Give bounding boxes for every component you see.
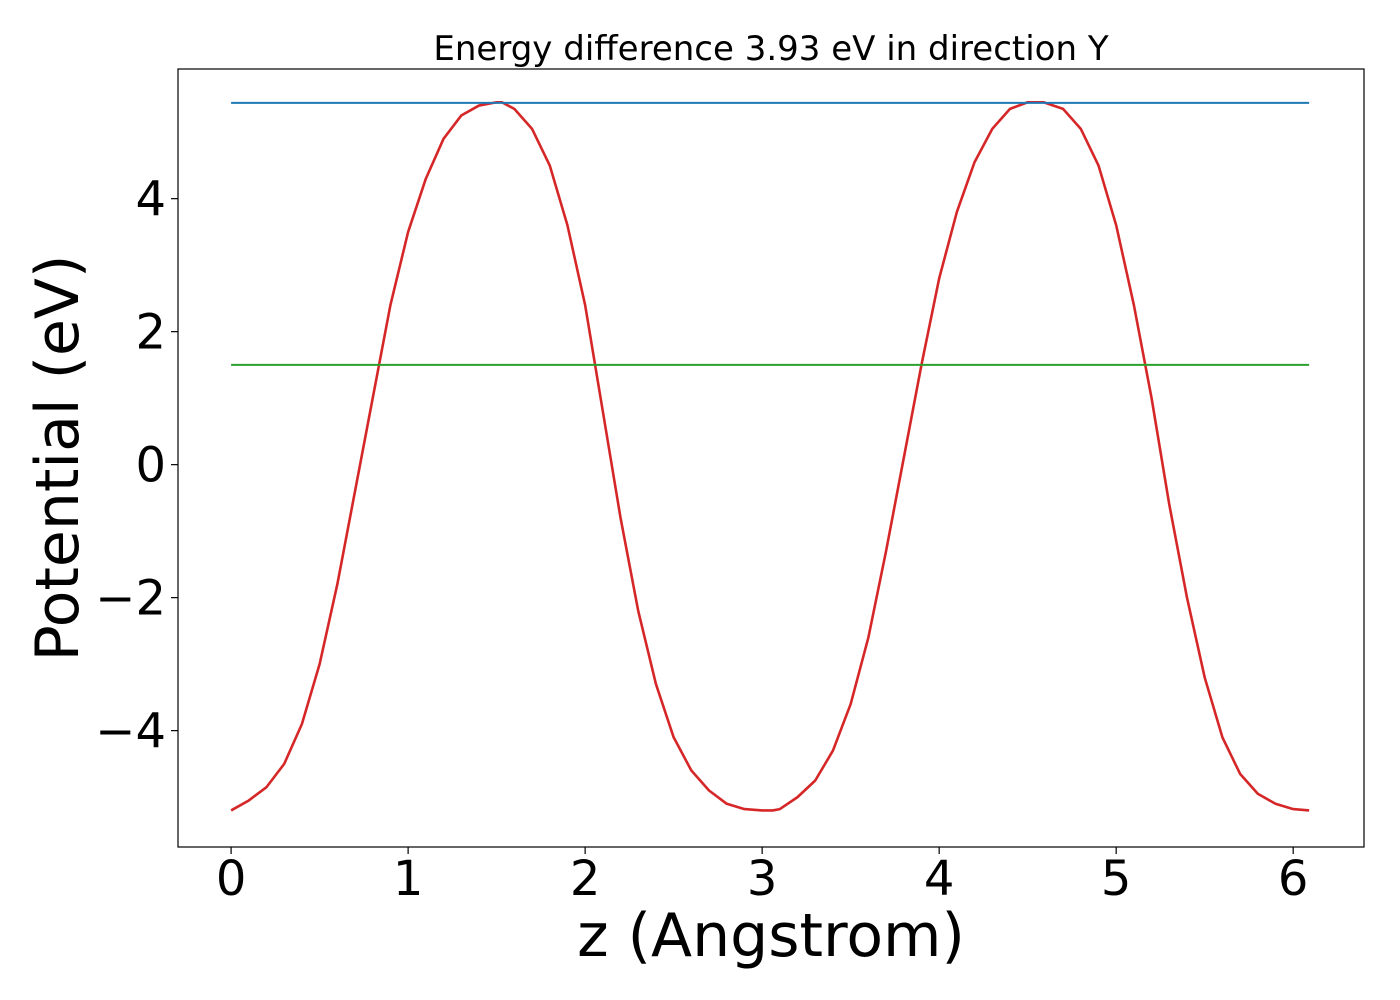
x-tick-label: 6 [1278, 851, 1309, 907]
x-tick-label: 2 [570, 851, 601, 907]
x-tick-label: 0 [216, 851, 247, 907]
x-tick-label: 5 [1101, 851, 1132, 907]
y-tick-label: 0 [135, 438, 166, 494]
x-axis-label: z (Angstrom) [577, 901, 965, 971]
y-axis: −4 −2 0 2 4 [95, 172, 178, 760]
x-tick-label: 1 [393, 851, 424, 907]
y-tick-label: 2 [135, 305, 166, 361]
y-axis-label: Potential (eV) [23, 255, 93, 662]
chart-title: Energy difference 3.93 eV in direction Y [433, 29, 1108, 69]
x-tick-label: 4 [924, 851, 955, 907]
x-axis: 0 1 2 3 4 5 6 [216, 847, 1309, 907]
plot-area-frame [177, 68, 1365, 848]
potential-curve [230, 100, 1310, 812]
y-tick-label: −2 [95, 571, 166, 627]
series-layer [230, 100, 1310, 812]
y-tick-label: 4 [135, 172, 166, 228]
x-tick-label: 3 [747, 851, 778, 907]
y-tick-label: −4 [95, 704, 166, 760]
